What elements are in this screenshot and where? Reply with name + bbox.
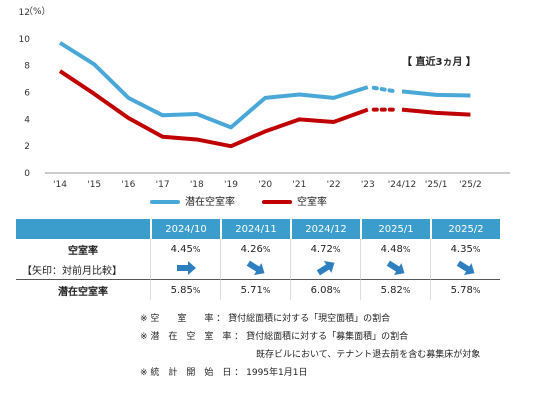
potential-value-cell: 5.78% [430,280,500,300]
table-header-cell: 2025/1 [360,219,430,239]
arrow-row: 【矢印：対前月比較】 [16,259,500,280]
arrow-up-right-icon [316,260,334,275]
vacancy-value: 4.26 [240,243,263,255]
table-header-cell: 2024/10 [150,219,220,239]
trend-cell [220,259,290,280]
table-header-corner [16,219,150,239]
y-tick-label: 4 [24,115,30,125]
potential-value: 5.82 [380,284,403,296]
y-tick-label: 6 [24,89,30,99]
vacancy-value-cell: 4.72% [290,239,360,259]
potential-value-cell: 5.82% [360,280,430,300]
series-recent-potential [401,89,471,98]
vacancy-table: 2024/10 2024/11 2024/12 2025/1 2025/2 空室… [16,219,500,300]
pct-unit: % [192,244,201,254]
x-tick-label: '21 [292,180,306,190]
y-tick-label: 10 [19,35,31,45]
x-tick-label: '17 [156,180,170,190]
x-tick-label: '22 [327,180,341,190]
x-tick-label: '16 [121,180,135,190]
trend-cell [360,259,430,280]
x-tick-label: '18 [190,180,204,190]
potential-row: 潜在空室率 5.85% 5.71% 6.08% 5.82% 5.78% [16,280,500,300]
pct-unit: % [402,244,411,254]
footnote-potential-detail: 既存ビルにおいて、テナント退去前を含む募集床が対象 [256,350,481,360]
vacancy-value: 4.72 [310,243,333,255]
legend-item-vacancy: 空室率 [262,193,327,208]
legend-swatch-vacancy [262,200,292,204]
vacancy-value: 4.45 [170,243,193,255]
trend-cell [290,259,360,280]
potential-value-cell: 5.71% [220,280,290,300]
legend-label-potential: 潜在空室率 [185,197,235,208]
x-tick-label: '24/12 [388,180,416,190]
potential-value: 5.85 [170,284,193,296]
x-tick-label: '19 [224,180,238,190]
pct-unit: % [262,285,271,295]
table-header-cell: 2024/12 [290,219,360,239]
vacancy-row: 空室率 4.45% 4.26% 4.72% 4.48% 4.35% [16,239,500,259]
y-tick-label: 0 [24,169,30,179]
potential-value: 5.71 [240,284,263,296]
potential-value-cell: 5.85% [150,280,220,300]
vacancy-value-cell: 4.26% [220,239,290,259]
legend-swatch-potential [150,200,180,204]
pct-unit: % [402,285,411,295]
y-tick-label: 2 [24,142,30,152]
x-tick-label: '25/2 [459,180,482,190]
arrow-right-icon [176,260,196,275]
pct-unit: % [332,244,341,254]
recent-three-months-label: 【 直近3ヵ月 】 [402,57,476,68]
x-tick-label: '25/1 [425,180,448,190]
x-tick-label: '23 [361,180,375,190]
vacancy-value: 4.48 [380,243,403,255]
x-tick-label: '15 [87,180,101,190]
line-chart: （%） 0 2 4 6 8 10 12 '14 '15 '16 '17 '18 '19 '20 '21 '2… [19,6,510,190]
vacancy-value-cell: 4.35% [430,239,500,259]
legend-label-vacancy: 空室率 [297,197,327,208]
table-header-row: 2024/10 2024/11 2024/12 2025/1 2025/2 [16,219,500,239]
footnotes: ※ 空 室 率 ： 貸付総面積に対する「現空面積」の割合 ※ 潜 在 空 室 率… [140,310,480,382]
pct-unit: % [192,285,201,295]
series-line-potential [58,41,369,130]
pct-unit: % [472,244,481,254]
footnote-start-date: ※ 統 計 開 始 日 ： 1995年1月1日 [140,368,308,378]
vacancy-value-cell: 4.48% [360,239,430,259]
legend-item-potential: 潜在空室率 [150,193,235,208]
table-header-cell: 2025/2 [430,219,500,239]
table-header-cell: 2024/11 [220,219,290,239]
x-tick-label: '14 [53,180,67,190]
potential-value: 6.08 [310,284,333,296]
pct-unit: % [472,285,481,295]
vacancy-row-label: 空室率 [68,245,98,257]
y-tick-label: 12 [19,8,30,18]
arrow-down-right-icon [456,260,474,275]
potential-value-cell: 6.08% [290,280,360,300]
trend-cell [150,259,220,280]
footnote-potential: ※ 潜 在 空 室 率 ： 貸付総面積に対する「募集面積」の割合 [140,332,409,342]
potential-value: 5.78 [450,284,473,296]
potential-row-label: 潜在空室率 [58,286,108,298]
vacancy-value-cell: 4.45% [150,239,220,259]
arrow-note-label: 【矢印：対前月比較】 [16,259,150,280]
y-tick-label: 8 [24,62,30,72]
series-recent-vacancy [401,107,471,117]
vacancy-value: 4.35 [450,243,473,255]
y-unit-label: （%） [24,6,51,17]
x-tick-label: '20 [258,180,272,190]
arrow-down-right-icon [386,260,404,275]
series-line-vacancy [58,69,369,149]
arrow-down-right-icon [246,260,264,275]
footnote-vacancy: ※ 空 室 率 ： 貸付総面積に対する「現空面積」の割合 [140,314,391,324]
series-gap-potential [371,85,398,94]
pct-unit: % [332,285,341,295]
trend-cell [430,259,500,280]
pct-unit: % [262,244,271,254]
